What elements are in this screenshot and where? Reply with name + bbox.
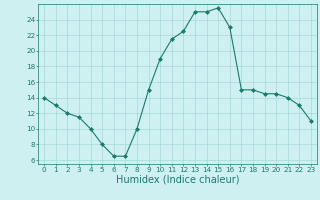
X-axis label: Humidex (Indice chaleur): Humidex (Indice chaleur) — [116, 174, 239, 184]
